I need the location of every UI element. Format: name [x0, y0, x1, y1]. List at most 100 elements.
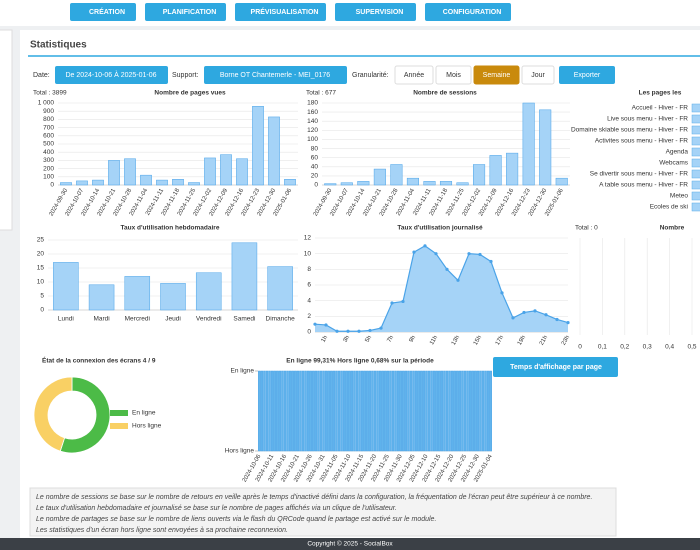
line [314, 245, 569, 332]
bar [322, 370, 325, 452]
y-tick-label: 0 [314, 182, 318, 189]
y-tick-label: Webcams [659, 160, 689, 167]
nav-button[interactable] [335, 3, 416, 21]
y-tick-label: Live sous menu - Hiver - FR [607, 116, 688, 123]
bar [417, 370, 420, 452]
bar [404, 370, 408, 452]
bar [340, 182, 353, 186]
bar [422, 370, 426, 452]
y-tick-label: 160 [307, 109, 318, 116]
y-tick-label: 800 [43, 116, 54, 123]
bar [327, 370, 330, 452]
point [324, 323, 328, 327]
y-tick-label: 140 [307, 118, 318, 125]
granularity-option[interactable] [394, 65, 434, 85]
date-value: De 2024-10-06 À 2025-01-06 [65, 70, 156, 79]
y-tick-label: 0 [40, 307, 44, 314]
chart-title: Taux d'utilisation hebdomadaire [121, 225, 220, 232]
note: Les statistiques d'un écran hors ligne s… [36, 527, 288, 534]
bar [476, 370, 480, 452]
point [467, 252, 471, 256]
bar [350, 370, 354, 452]
bar [108, 160, 120, 186]
point [544, 313, 548, 317]
nav-button[interactable] [70, 3, 136, 21]
bar [324, 370, 328, 452]
point [412, 250, 416, 254]
bar [378, 370, 382, 452]
bar [691, 158, 700, 168]
nav-button[interactable] [145, 3, 226, 21]
x-tick-label: 5h [365, 335, 374, 344]
granularity-option[interactable] [521, 65, 555, 85]
y-tick-label: 0 [307, 329, 311, 336]
bar [435, 370, 438, 452]
bar [406, 177, 419, 186]
x-tick-label: 23h [561, 335, 571, 347]
bar [373, 168, 386, 186]
nav-button[interactable] [425, 3, 511, 21]
nav-button[interactable] [235, 3, 326, 21]
granularity-option[interactable] [435, 65, 472, 85]
x-tick-label: 21h [539, 335, 549, 347]
bar [335, 370, 338, 452]
chart-total: Total : 3899 [33, 90, 67, 97]
area [315, 245, 568, 332]
point [346, 329, 350, 333]
support-button[interactable] [204, 66, 347, 84]
bar [267, 266, 293, 311]
y-tick-label: 4 [307, 297, 311, 304]
granularity-label: Granularité: [352, 72, 389, 79]
section-title: Statistiques [30, 40, 87, 51]
x-tick-label: 15h [473, 335, 483, 347]
y-tick-label: 200 [43, 165, 54, 172]
y-tick-label: Domaine skiable sous menu - Hiver - FR [571, 127, 688, 134]
y-tick-label: 180 [307, 100, 318, 107]
bar [489, 370, 492, 452]
x-tick-label: 19h [517, 335, 527, 347]
y-tick-label: 400 [43, 149, 54, 156]
donut-slice [33, 376, 73, 452]
bar [88, 284, 115, 311]
bar [301, 370, 305, 452]
y-tick-label: Hors ligne [225, 448, 255, 455]
y-tick-label: Agenda [666, 149, 689, 156]
bar [283, 370, 287, 452]
export-button[interactable] [559, 66, 615, 84]
legend-label: Hors ligne [132, 423, 162, 430]
point [445, 267, 449, 271]
bar [396, 370, 400, 452]
bar [425, 370, 428, 452]
bar [471, 370, 474, 452]
bar [456, 182, 469, 186]
bar [481, 370, 485, 452]
nav-label: PLANIFICATION [163, 9, 217, 16]
bar [319, 370, 323, 452]
notes-box [29, 487, 617, 537]
legend-label: En ligne [132, 410, 156, 417]
bar [376, 370, 379, 452]
bar [276, 370, 279, 452]
bar [461, 370, 464, 452]
bar [284, 179, 296, 186]
granularity-option[interactable] [473, 65, 520, 85]
y-tick-label: 12 [304, 235, 312, 242]
bar [486, 370, 490, 452]
point [555, 317, 559, 322]
bar [402, 370, 405, 452]
bar [432, 370, 436, 452]
x-tick-label: 0,1 [598, 344, 607, 351]
bar [278, 370, 282, 452]
display-time-button[interactable] [493, 357, 618, 377]
footer: Copyright © 2025 - SocialBox [307, 540, 393, 548]
date-button[interactable] [55, 66, 168, 84]
bar [286, 370, 289, 452]
bar [407, 370, 410, 452]
point [379, 326, 383, 330]
x-tick-label: Jeudi [165, 316, 181, 323]
bar [489, 155, 502, 186]
bar [458, 370, 462, 452]
bar [691, 147, 700, 157]
bar [268, 116, 280, 186]
support-value: Borne OT Chantemerle - MEI_0176 [220, 72, 330, 79]
